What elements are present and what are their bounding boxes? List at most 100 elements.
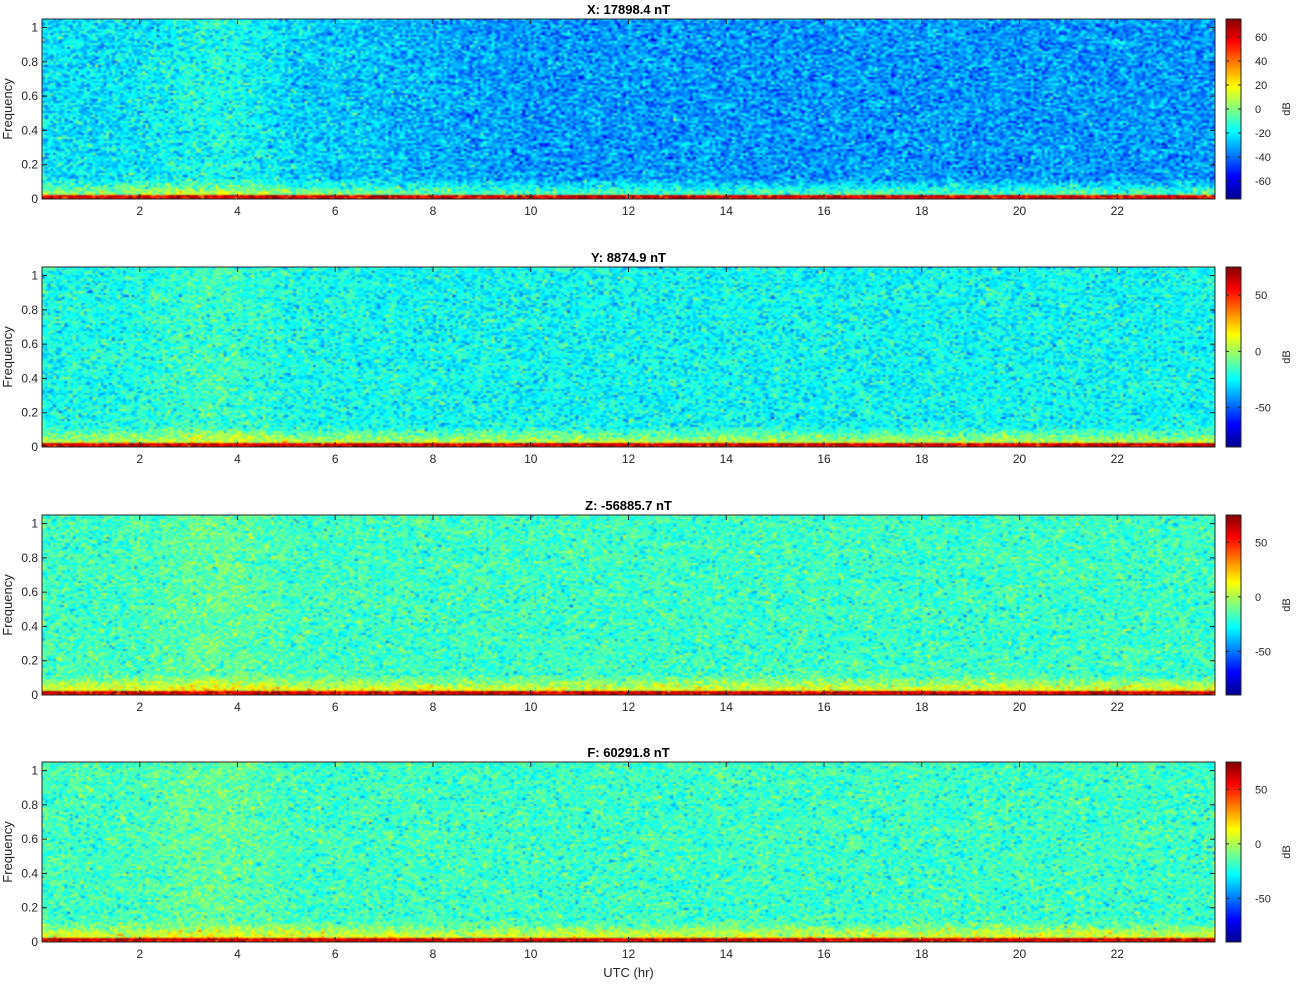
y-tick-label: 0.8 <box>21 551 38 565</box>
x-tick-label: 16 <box>817 700 831 714</box>
spectrogram-raster <box>42 19 1215 199</box>
x-tick-label: 20 <box>1013 947 1027 961</box>
x-tick-label: 20 <box>1013 204 1027 218</box>
x-tick-label: 6 <box>332 452 339 466</box>
colorbar-tick-label: 0 <box>1255 104 1261 116</box>
colorbar-tick-label: 50 <box>1255 290 1267 302</box>
colorbar-tick-label: -50 <box>1255 403 1271 415</box>
x-tick-label: 16 <box>817 452 831 466</box>
x-tick-label: 10 <box>524 204 538 218</box>
y-tick-label: 0 <box>31 935 38 949</box>
x-tick-label: 18 <box>915 452 929 466</box>
y-tick-label: 1 <box>31 517 38 531</box>
x-tick-label: 18 <box>915 947 929 961</box>
y-tick-label: 0 <box>31 440 38 454</box>
colorbar <box>1225 514 1242 696</box>
panel-title: F: 60291.8 nT <box>587 745 669 760</box>
x-tick-label: 2 <box>136 452 143 466</box>
y-tick-label: 0.6 <box>21 585 38 599</box>
spectrogram-raster <box>42 762 1215 942</box>
y-tick-label: 0.8 <box>21 798 38 812</box>
y-tick-label: 0.8 <box>21 55 38 69</box>
x-tick-label: 22 <box>1111 700 1125 714</box>
y-tick-label: 1 <box>31 269 38 283</box>
x-tick-label: 14 <box>720 452 734 466</box>
x-tick-label: 6 <box>332 204 339 218</box>
x-tick-label: 4 <box>234 452 241 466</box>
y-tick-label: 0.6 <box>21 337 38 351</box>
x-tick-label: 16 <box>817 947 831 961</box>
colorbar-tick-label: 50 <box>1255 784 1267 796</box>
y-tick-label: 0.4 <box>21 866 38 880</box>
x-tick-label: 2 <box>136 700 143 714</box>
colorbar-tick-label: 50 <box>1255 537 1267 549</box>
x-tick-label: 10 <box>524 700 538 714</box>
colorbar-tick-label: 60 <box>1255 32 1267 44</box>
y-tick-label: 0.2 <box>21 158 38 172</box>
x-tick-label: 14 <box>720 204 734 218</box>
colorbar-tick-label: 0 <box>1255 346 1261 358</box>
x-tick-label: 22 <box>1111 452 1125 466</box>
y-tick-label: 0.4 <box>21 619 38 633</box>
y-tick-label: 0.2 <box>21 901 38 915</box>
x-tick-label: 16 <box>817 204 831 218</box>
y-tick-label: 0 <box>31 688 38 702</box>
x-tick-label: 6 <box>332 947 339 961</box>
colorbar-label: dB <box>1281 350 1293 363</box>
colorbar-tick-label: -20 <box>1255 128 1271 140</box>
x-tick-label: 12 <box>622 204 636 218</box>
colorbar-tick-label: 20 <box>1255 80 1267 92</box>
x-tick-label: 12 <box>622 947 636 961</box>
y-tick-label: 0.4 <box>21 123 38 137</box>
colorbar-tick-label: -50 <box>1255 646 1271 658</box>
panel-1: Y: 8874.9 nT2 4 6 8 10 12 14 16 18 20 2200.20.40.6… <box>0 250 1293 466</box>
x-tick-label: 12 <box>622 452 636 466</box>
x-tick-label: 4 <box>234 700 241 714</box>
colorbar <box>1225 761 1242 943</box>
colorbar-label: dB <box>1281 845 1293 858</box>
x-tick-label: 4 <box>234 947 241 961</box>
spectrogram-raster <box>42 267 1215 447</box>
x-tick-label: 22 <box>1111 204 1125 218</box>
x-tick-label: 20 <box>1013 700 1027 714</box>
y-tick-label: 0.6 <box>21 832 38 846</box>
x-tick-label: 12 <box>622 700 636 714</box>
x-tick-label: 22 <box>1111 947 1125 961</box>
x-tick-label: 18 <box>915 700 929 714</box>
x-tick-label: 2 <box>136 204 143 218</box>
x-tick-label: 20 <box>1013 452 1027 466</box>
x-tick-label: 10 <box>524 947 538 961</box>
x-tick-label: 8 <box>430 452 437 466</box>
y-axis-label: Frequency <box>0 821 15 883</box>
x-tick-label: 8 <box>430 204 437 218</box>
colorbar-tick-label: 0 <box>1255 839 1261 851</box>
y-tick-label: 1 <box>31 21 38 35</box>
y-tick-label: 0.2 <box>21 406 38 420</box>
x-tick-label: 18 <box>915 204 929 218</box>
y-tick-label: 0.8 <box>21 303 38 317</box>
colorbar <box>1225 266 1242 448</box>
x-axis-label: UTC (hr) <box>603 965 654 980</box>
colorbar-label: dB <box>1281 102 1293 115</box>
panel-0: X: 17898.4 nT2 4 6 8 10 12 14 16 18 20 2200.20.40.… <box>0 2 1293 218</box>
colorbar-tick-label: 40 <box>1255 56 1267 68</box>
x-tick-label: 14 <box>720 700 734 714</box>
y-tick-label: 0 <box>31 192 38 206</box>
x-tick-label: 2 <box>136 947 143 961</box>
panel-title: Y: 8874.9 nT <box>591 250 666 265</box>
colorbar-tick-label: -50 <box>1255 893 1271 905</box>
x-tick-label: 4 <box>234 204 241 218</box>
panel-2: Z: -56885.7 nT2 4 6 8 10 12 14 16 18 20 2200.20.40… <box>0 498 1293 714</box>
colorbar-tick-label: -40 <box>1255 152 1271 164</box>
y-axis-label: Frequency <box>0 78 15 140</box>
colorbar-tick-label: -60 <box>1255 176 1271 188</box>
panel-3: F: 60291.8 nT2 4 6 8 10 12 14 16 18 20 2200.20.40.… <box>0 745 1293 980</box>
x-tick-label: 10 <box>524 452 538 466</box>
y-axis-label: Frequency <box>0 326 15 388</box>
y-tick-label: 0.4 <box>21 371 38 385</box>
spectrogram-raster <box>42 515 1215 695</box>
x-tick-label: 8 <box>430 947 437 961</box>
colorbar-label: dB <box>1281 598 1293 611</box>
